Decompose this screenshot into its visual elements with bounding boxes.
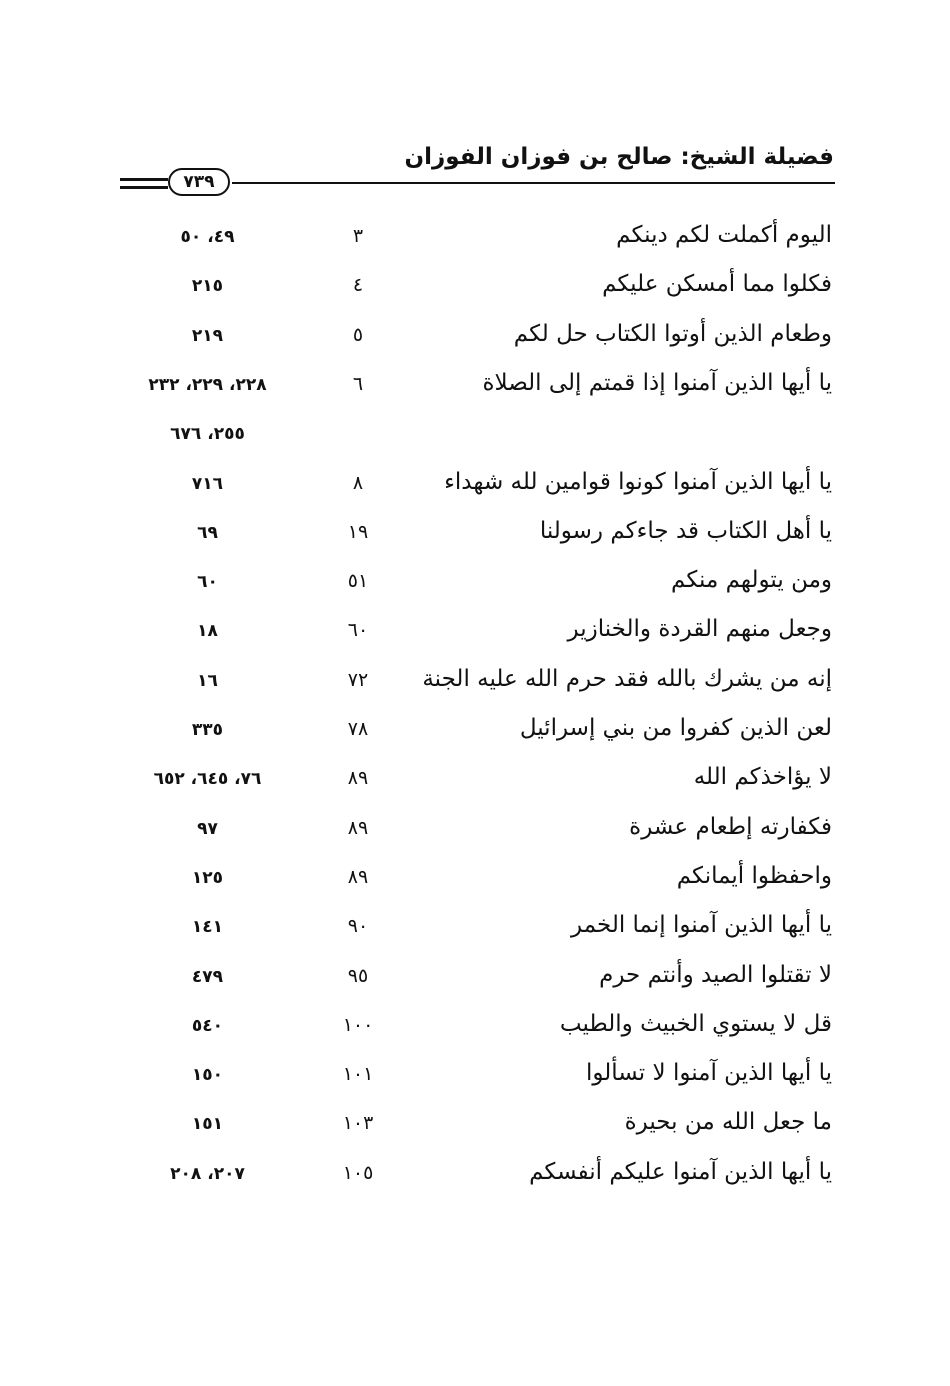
- verse-number: ١٩: [347, 520, 369, 543]
- verse-number: ٩٠: [347, 915, 369, 938]
- verse-text: لعن الذين كفروا من بني إسرائيل: [519, 715, 832, 741]
- header-title: فضيلة الشيخ: صالح بن فوزان الفوزان: [404, 144, 834, 170]
- page-refs: ٧٦، ٦٤٥، ٦٥٢: [153, 769, 262, 790]
- verse-text: يا أيها الذين آمنوا لا تسألوا: [586, 1060, 832, 1087]
- verse-text: اليوم أكملت لكم دينكم: [616, 222, 832, 248]
- verse-text: يا أيها الذين آمنوا إذا قمتم إلى الصلاة: [482, 369, 832, 396]
- verse-text: يا أيها الذين آمنوا إنما الخمر: [571, 912, 832, 939]
- page-refs: ٩٧: [197, 818, 218, 839]
- verse-text: إنه من يشرك بالله فقد حرم الله عليه الجن…: [422, 665, 832, 692]
- verse-text: لا يؤاخذكم الله: [693, 764, 832, 791]
- page-refs: ٢٠٧، ٢٠٨: [170, 1163, 245, 1184]
- page-refs: ١٥٠: [191, 1065, 224, 1086]
- page-refs: ٢١٥: [191, 276, 224, 297]
- header-rule: [120, 178, 168, 181]
- verse-number: ٧٢: [347, 668, 369, 691]
- page-refs: ٢٥٥، ٦٧٦: [170, 424, 245, 445]
- verse-number: ٩٥: [347, 964, 369, 987]
- page-refs: ٥٤٠: [191, 1015, 224, 1036]
- verse-number: ٧٨: [347, 718, 369, 740]
- verse-text: فكلوا مما أمسكن عليكم: [602, 271, 832, 298]
- page-number: ٧٣٩: [168, 168, 230, 196]
- page-refs: ١٨: [197, 621, 218, 642]
- verse-number: ٥: [352, 323, 364, 346]
- verse-number: ١٠٣: [342, 1112, 374, 1135]
- page-refs: ٢٢٨، ٢٢٩، ٢٣٢: [148, 374, 267, 395]
- verse-text: ومن يتولهم منكم: [671, 567, 832, 594]
- header-rule: [120, 186, 168, 189]
- verse-number: ٤: [352, 274, 364, 297]
- page-refs: ٤٩، ٥٠: [180, 227, 235, 247]
- verse-text: قل لا يستوي الخبيث والطيب: [559, 1010, 832, 1037]
- verse-text: وطعام الذين أوتوا الكتاب حل لكم: [513, 320, 832, 347]
- verse-number: ٨٩: [347, 767, 369, 790]
- verse-number: ٨: [352, 471, 364, 494]
- verse-text: ما جعل الله من بحيرة: [624, 1109, 832, 1136]
- verse-number: ١٠١: [342, 1063, 374, 1086]
- page-refs: ٤٧٩: [191, 966, 224, 987]
- page-refs: ٧١٦: [191, 473, 224, 494]
- verse-number: ٥١: [347, 570, 369, 593]
- verse-number: ١٠٠: [342, 1013, 374, 1036]
- verse-text: يا أهل الكتاب قد جاءكم رسولنا: [539, 517, 832, 544]
- verse-number: ٨٩: [347, 865, 369, 888]
- verse-text: لا تقتلوا الصيد وأنتم حرم: [599, 961, 832, 988]
- verse-text: فكفارته إطعام عشرة: [629, 813, 832, 840]
- page-refs: ١٢٥: [191, 867, 224, 888]
- page-refs: ٦٠: [197, 572, 218, 593]
- verse-text: وجعل منهم القردة والخنازير: [567, 616, 832, 643]
- page-refs: ١٦: [197, 670, 218, 691]
- verse-text: يا أيها الذين آمنوا عليكم أنفسكم: [529, 1158, 832, 1185]
- page-refs: ٣٣٥: [191, 720, 224, 740]
- page-refs: ٢١٩: [191, 325, 224, 346]
- verse-number: ١٠٥: [342, 1161, 374, 1184]
- header-rule: [232, 182, 835, 184]
- verse-text: يا أيها الذين آمنوا كونوا قوامين لله شهد…: [444, 468, 832, 495]
- verse-text: واحفظوا أيمانكم: [676, 862, 832, 889]
- verse-number: ٦: [352, 372, 364, 395]
- verse-number: ٦٠: [347, 619, 369, 642]
- verse-number: ٣: [352, 225, 364, 247]
- page-refs: ٦٩: [197, 522, 218, 543]
- page-refs: ١٤١: [191, 917, 224, 938]
- verse-number: ٨٩: [347, 816, 369, 839]
- page-refs: ١٥١: [191, 1114, 224, 1135]
